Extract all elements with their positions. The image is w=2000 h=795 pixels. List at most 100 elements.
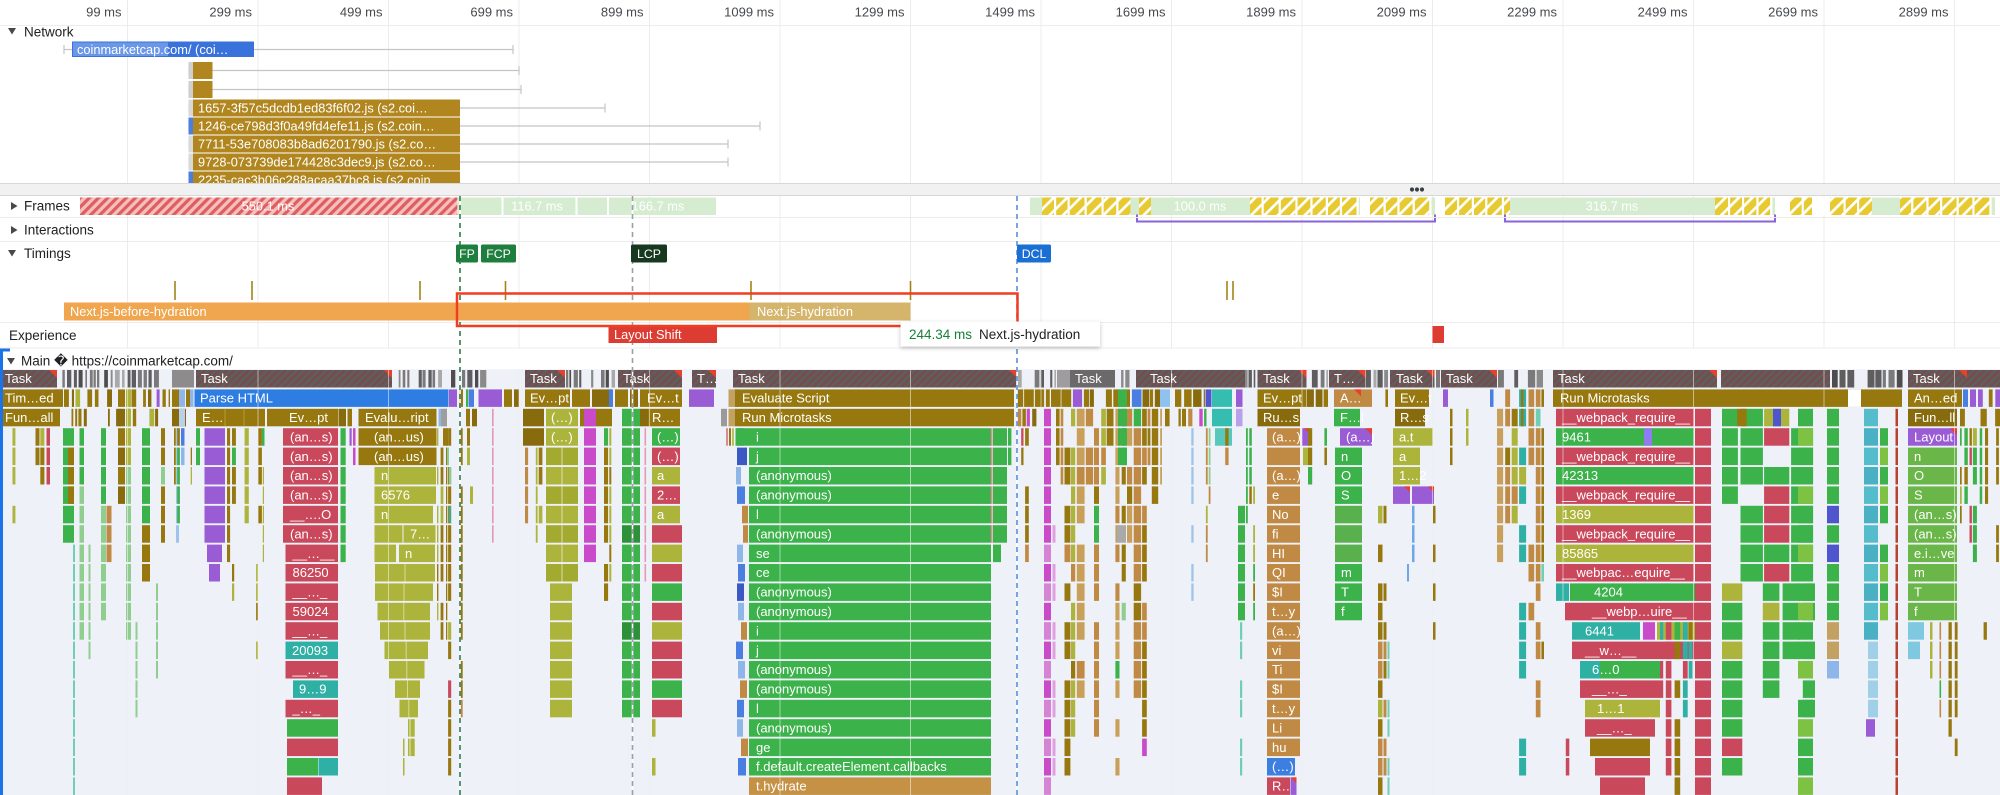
- svg-text:Next.js-hydration: Next.js-hydration: [979, 327, 1080, 342]
- svg-text:m: m: [1914, 565, 1925, 580]
- svg-text:f: f: [1341, 604, 1345, 619]
- svg-text:316.7 ms: 316.7 ms: [1586, 199, 1639, 214]
- svg-text:1…1: 1…1: [1597, 701, 1624, 716]
- svg-text:T…: T…: [1334, 371, 1355, 386]
- svg-text:(an…s): (an…s): [290, 429, 333, 444]
- svg-text:2…: 2…: [657, 488, 677, 503]
- svg-text:Task: Task: [5, 371, 32, 386]
- svg-text:9…9: 9…9: [299, 682, 326, 697]
- svg-text:6576: 6576: [381, 488, 410, 503]
- svg-text:ce: ce: [756, 565, 770, 580]
- svg-text:e.i…ve: e.i…ve: [1914, 546, 1954, 561]
- svg-text:Parse HTML: Parse HTML: [200, 391, 273, 406]
- svg-text:Interactions: Interactions: [24, 223, 94, 238]
- svg-text:(an…s): (an…s): [1914, 526, 1957, 541]
- svg-text:l: l: [756, 701, 759, 716]
- svg-text:7711-53e708083b8ad6201790.js (: 7711-53e708083b8ad6201790.js (s2.co…: [198, 137, 436, 152]
- svg-text:Evalu…ript: Evalu…ript: [365, 410, 429, 425]
- svg-text:Li: Li: [1272, 720, 1282, 735]
- svg-text:F…l: F…l: [1340, 410, 1364, 425]
- svg-text:n: n: [381, 507, 388, 522]
- svg-text:6…0: 6…0: [1592, 662, 1619, 677]
- svg-text:1246-ce798d3f0a49fd4efe11.js (: 1246-ce798d3f0a49fd4efe11.js (s2.coin…: [198, 119, 435, 134]
- svg-text:Experience: Experience: [9, 328, 77, 343]
- svg-text:f.default.createElement.callba: f.default.createElement.callbacks: [756, 759, 947, 774]
- svg-text:Task: Task: [1396, 371, 1423, 386]
- svg-text:Ev…pt: Ev…pt: [1263, 391, 1302, 406]
- svg-text:9461: 9461: [1562, 429, 1591, 444]
- svg-text:Run Microtasks: Run Microtasks: [1560, 391, 1650, 406]
- svg-text:59024: 59024: [293, 604, 329, 619]
- svg-text:20093: 20093: [292, 643, 328, 658]
- svg-text:Task: Task: [1150, 371, 1177, 386]
- svg-text:(anonymous): (anonymous): [756, 585, 832, 600]
- svg-text:Fun…all: Fun…all: [5, 410, 54, 425]
- svg-text:R…: R…: [652, 410, 674, 425]
- svg-text:1699 ms: 1699 ms: [1116, 5, 1166, 20]
- svg-text:(an…us): (an…us): [374, 429, 424, 444]
- svg-text:116.7 ms: 116.7 ms: [511, 199, 563, 214]
- svg-text:Tim…ed: Tim…ed: [5, 391, 54, 406]
- svg-text:n: n: [1914, 449, 1921, 464]
- svg-text:(an…s): (an…s): [290, 488, 333, 503]
- svg-text:499 ms: 499 ms: [340, 5, 383, 20]
- svg-text:j: j: [755, 449, 759, 464]
- svg-text:2899 ms: 2899 ms: [1899, 5, 1949, 20]
- svg-text:1099 ms: 1099 ms: [724, 5, 774, 20]
- svg-text:Task: Task: [1446, 371, 1473, 386]
- svg-text:1299 ms: 1299 ms: [855, 5, 905, 20]
- svg-text:Task: Task: [1075, 371, 1102, 386]
- svg-text:Task: Task: [738, 371, 765, 386]
- svg-text:Task: Task: [623, 371, 650, 386]
- svg-text:Fun…ll: Fun…ll: [1914, 410, 1955, 425]
- svg-text:Network: Network: [24, 25, 74, 40]
- svg-text:(anonymous): (anonymous): [756, 468, 832, 483]
- svg-text:86250: 86250: [293, 565, 329, 580]
- svg-text:2299 ms: 2299 ms: [1507, 5, 1557, 20]
- svg-text:__webpac…equire__: __webpac…equire__: [1561, 565, 1686, 580]
- svg-text:299 ms: 299 ms: [209, 5, 252, 20]
- svg-text:(…): (…): [1272, 759, 1294, 774]
- svg-text:7…: 7…: [410, 526, 430, 541]
- svg-text:FP: FP: [459, 247, 475, 261]
- svg-text:a: a: [657, 468, 665, 483]
- svg-text:fi: fi: [1272, 526, 1279, 541]
- svg-text:O: O: [1914, 468, 1924, 483]
- svg-text:1…2: 1…2: [1399, 468, 1426, 483]
- svg-text:QI: QI: [1272, 565, 1286, 580]
- svg-text:(a…): (a…): [1272, 623, 1301, 638]
- svg-text:2499 ms: 2499 ms: [1638, 5, 1688, 20]
- svg-text:__…_: __…_: [292, 662, 328, 677]
- svg-text:__webpack_require__: __webpack_require__: [1561, 449, 1691, 464]
- svg-text:FCP: FCP: [486, 247, 511, 261]
- svg-text:vi: vi: [1272, 643, 1282, 658]
- svg-text:699 ms: 699 ms: [470, 5, 513, 20]
- svg-text:n: n: [381, 468, 388, 483]
- svg-text:Ev…t: Ev…t: [647, 391, 679, 406]
- svg-text:550.1 ms: 550.1 ms: [242, 199, 295, 214]
- svg-text:T…: T…: [697, 371, 718, 386]
- svg-text:85865: 85865: [1562, 546, 1598, 561]
- svg-text:(anonymous): (anonymous): [756, 526, 832, 541]
- svg-text:(an…us): (an…us): [374, 449, 424, 464]
- svg-text:(anonymous): (anonymous): [756, 662, 832, 677]
- svg-text:__….O: __….O: [289, 507, 331, 522]
- svg-text:Task: Task: [530, 371, 557, 386]
- svg-text:a: a: [1399, 449, 1407, 464]
- svg-text:100.0 ms: 100.0 ms: [1174, 199, 1227, 214]
- svg-text:__webp…uire__: __webp…uire__: [1591, 604, 1687, 619]
- svg-text:R…: R…: [1272, 779, 1294, 794]
- svg-text:(anonymous): (anonymous): [756, 720, 832, 735]
- svg-text:$I: $I: [1272, 585, 1283, 600]
- svg-text:(an…s): (an…s): [290, 468, 333, 483]
- svg-text:j: j: [755, 643, 759, 658]
- svg-text:Next.js-before-hydration: Next.js-before-hydration: [70, 304, 207, 319]
- svg-text:(an…s): (an…s): [1914, 507, 1957, 522]
- svg-text:42313: 42313: [1562, 468, 1598, 483]
- svg-text:Next.js-hydration: Next.js-hydration: [757, 304, 853, 319]
- svg-text:Task: Task: [201, 371, 228, 386]
- svg-text:Run Microtasks: Run Microtasks: [742, 410, 832, 425]
- svg-text:Ru…s: Ru…s: [1263, 410, 1300, 425]
- svg-text:Task: Task: [1263, 371, 1290, 386]
- svg-text:(…): (…): [657, 429, 679, 444]
